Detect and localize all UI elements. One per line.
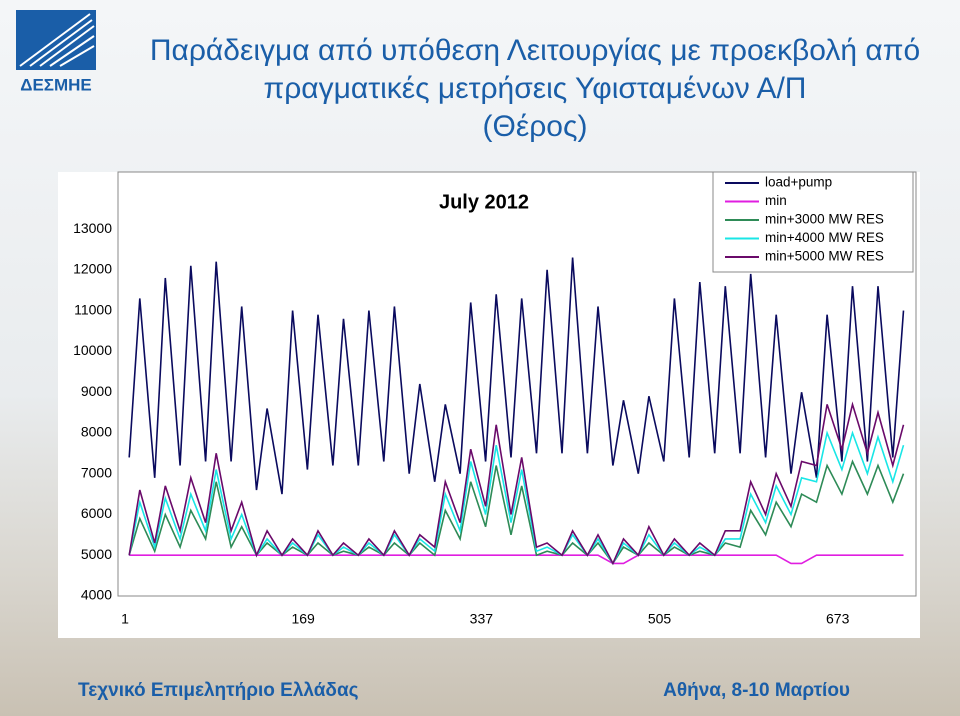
footer-right: Αθήνα, 8-10 Μαρτίου xyxy=(663,680,850,701)
legend-label: min+4000 MW RES xyxy=(765,230,884,245)
x-tick-label: 505 xyxy=(648,611,672,627)
y-tick-label: 6000 xyxy=(81,505,112,521)
y-tick-label: 5000 xyxy=(81,546,112,562)
y-tick-label: 11000 xyxy=(74,301,112,317)
title-line: Παράδειγμα από υπόθεση Λειτουργίας με πρ… xyxy=(149,34,921,67)
series-line xyxy=(129,554,904,565)
footer-left: Τεχνικό Επιμελητήριο Ελλάδας xyxy=(78,680,359,701)
logo-stripes xyxy=(19,13,95,67)
chart-title: July 2012 xyxy=(439,191,529,213)
series-line xyxy=(128,401,905,566)
logo: ΔΕΣΜΗΕ xyxy=(16,10,96,94)
y-tick-label: 12000 xyxy=(73,261,112,277)
title-line: (Θέρος) xyxy=(482,110,588,143)
series-line xyxy=(128,257,905,495)
y-tick-label: 9000 xyxy=(81,383,112,399)
legend-box xyxy=(712,171,914,273)
title-line: πραγματικές μετρήσεις Υφισταμένων Α/Π xyxy=(263,72,807,105)
x-tick-label: 1 xyxy=(121,611,129,627)
y-tick-label: 10000 xyxy=(73,342,112,358)
legend-label: min+3000 MW RES xyxy=(765,212,884,227)
legend-label: min xyxy=(765,193,787,208)
y-tick-label: 13000 xyxy=(73,220,112,236)
y-tick-label: 4000 xyxy=(81,587,112,603)
logo-text: ΔΕΣΜΗΕ xyxy=(20,75,92,94)
y-tick-label: 7000 xyxy=(81,464,112,480)
x-tick-label: 337 xyxy=(470,611,494,627)
x-tick-label: 169 xyxy=(291,611,315,627)
y-tick-label: 8000 xyxy=(81,424,112,440)
plot-frame xyxy=(117,171,917,597)
legend-label: min+5000 MW RES xyxy=(765,249,884,264)
x-tick-label: 673 xyxy=(826,611,850,627)
legend-label: load+pump xyxy=(765,175,832,190)
